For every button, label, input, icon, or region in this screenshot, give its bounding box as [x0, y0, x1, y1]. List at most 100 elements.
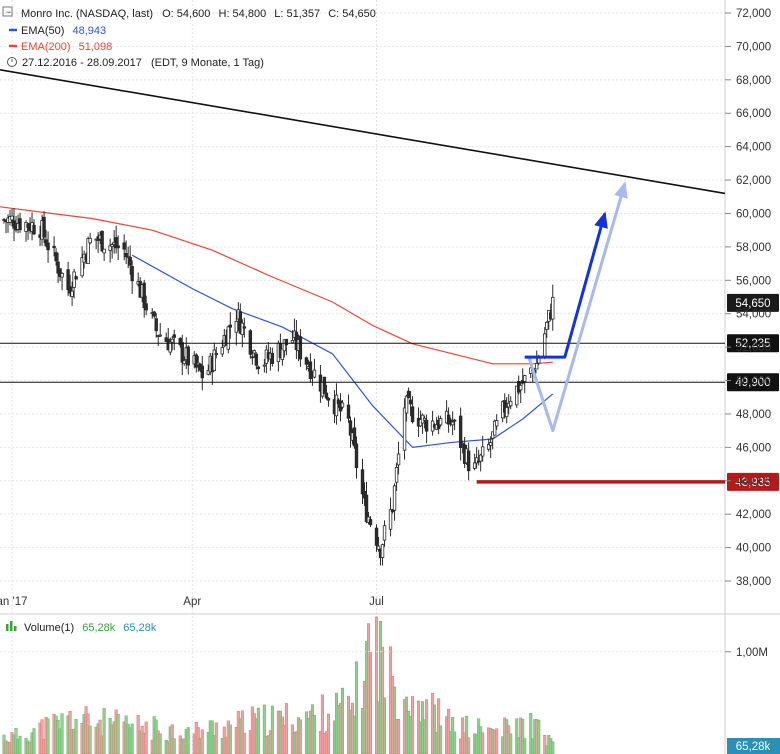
- candle-body: [390, 509, 395, 513]
- candle-body: [86, 238, 90, 265]
- volume-icon-bar-1: [6, 624, 9, 631]
- candle-body: [66, 269, 70, 291]
- candle-body: [144, 303, 148, 311]
- volume-last-box: [727, 738, 780, 754]
- close-value: C: 54,650: [328, 8, 376, 20]
- candle-body: [234, 321, 239, 333]
- range-text: 27.12.2016 - 28.09.2017: [22, 57, 142, 69]
- candle-body: [240, 322, 245, 335]
- last-price-label: 54,650: [735, 298, 770, 310]
- candle-body: [396, 453, 401, 466]
- candle-body: [406, 390, 411, 399]
- y-tick-label: 52,000: [736, 342, 771, 354]
- candle-body: [408, 399, 413, 405]
- volume-bar: [144, 721, 148, 754]
- collapse-icon[interactable]: [2, 6, 13, 17]
- candle-body: [116, 245, 120, 249]
- candle-body: [504, 407, 509, 418]
- candle-body: [170, 338, 174, 343]
- volume-header: Volume(1) 65,28k 65,28k: [6, 621, 157, 634]
- candle-body: [250, 356, 255, 359]
- candle-body: [46, 242, 50, 251]
- volume-icon-bar-2: [10, 621, 13, 631]
- candle-body: [56, 261, 60, 274]
- candle-body: [284, 338, 289, 346]
- candle-body: [122, 242, 126, 250]
- candle-body: [180, 342, 184, 363]
- y-tick-label: 38,000: [736, 576, 771, 588]
- y-tick-label: 46,000: [736, 442, 771, 454]
- volume-title: Volume(1): [24, 622, 74, 634]
- candle-body: [488, 442, 493, 446]
- clock-icon: [7, 57, 17, 67]
- candle-body: [392, 485, 397, 511]
- candle-body: [214, 353, 218, 355]
- candle-body: [74, 276, 78, 280]
- volume-bar: [284, 703, 288, 754]
- x-tick-label: an '17: [0, 596, 28, 608]
- candle-body: [154, 318, 158, 332]
- candle-body: [248, 330, 253, 355]
- ema200-legend: EMA(200) 51,098: [21, 41, 112, 53]
- volume-bar: [298, 719, 302, 754]
- candle-body: [304, 357, 309, 365]
- candle-body: [168, 341, 172, 353]
- y-tick-label: 62,000: [736, 175, 771, 187]
- ema50-series: [131, 254, 554, 449]
- candle-body: [480, 446, 485, 457]
- y-tick-label: 44,000: [736, 476, 771, 488]
- candle-body: [382, 525, 387, 541]
- candle-body: [262, 364, 267, 367]
- candle-body: [52, 245, 56, 249]
- volume-bar: [383, 697, 387, 754]
- volume-bar: [214, 722, 218, 754]
- x-axis: an '17 Apr Jul: [0, 596, 384, 608]
- y-tick-label: 40,000: [736, 543, 771, 555]
- candle-body: [194, 354, 198, 368]
- candle-body: [354, 443, 359, 469]
- candle-body: [394, 467, 399, 483]
- candle-body: [18, 218, 22, 231]
- candle-body: [32, 224, 36, 235]
- chart-title: Monro Inc. (NASDAQ, last) O: 54,600 H: 5…: [21, 8, 376, 20]
- volume-bar: [453, 731, 457, 754]
- candle-body: [308, 361, 313, 379]
- candle-body: [402, 407, 407, 451]
- candle-body: [68, 286, 72, 294]
- y-tick-label: 64,000: [736, 142, 771, 154]
- volume-bars: [0, 616, 725, 754]
- candle-body: [340, 402, 345, 408]
- volume-bar: [40, 719, 44, 754]
- volume-bar: [158, 733, 162, 754]
- ema50-value: 48,943: [72, 25, 106, 37]
- candle-body: [492, 420, 497, 436]
- scenario-arrows: [524, 181, 628, 433]
- title-text: Monro Inc. (NASDAQ, last): [21, 8, 153, 20]
- collapse-icon-glyph: −: [6, 7, 11, 17]
- ema200-series: [0, 206, 553, 365]
- candle-body: [110, 244, 114, 247]
- candle-body: [88, 237, 92, 244]
- volume-bar: [523, 738, 527, 754]
- candle-body: [252, 350, 257, 354]
- scenario-dark-arrow-path: [524, 213, 607, 359]
- scenario-light-arrow-head: [614, 181, 628, 199]
- candle-body: [478, 454, 483, 462]
- volume-bar: [228, 724, 232, 754]
- candle-body: [364, 494, 369, 523]
- candle-body: [424, 419, 429, 432]
- candle-body: [502, 400, 507, 413]
- y-tick-label: 54,000: [736, 309, 771, 321]
- candle-body: [298, 336, 303, 360]
- volume-legend: Volume(1) 65,28k 65,28k: [24, 622, 157, 634]
- candle-body: [128, 256, 132, 266]
- candle-body: [282, 339, 287, 352]
- candle-body: [422, 417, 427, 421]
- candle-body: [380, 544, 385, 558]
- candle-body: [474, 457, 479, 464]
- candle-body: [543, 333, 547, 357]
- volume-bar: [340, 687, 344, 754]
- volume-bar: [465, 715, 469, 754]
- level-label: 49,900: [735, 377, 770, 389]
